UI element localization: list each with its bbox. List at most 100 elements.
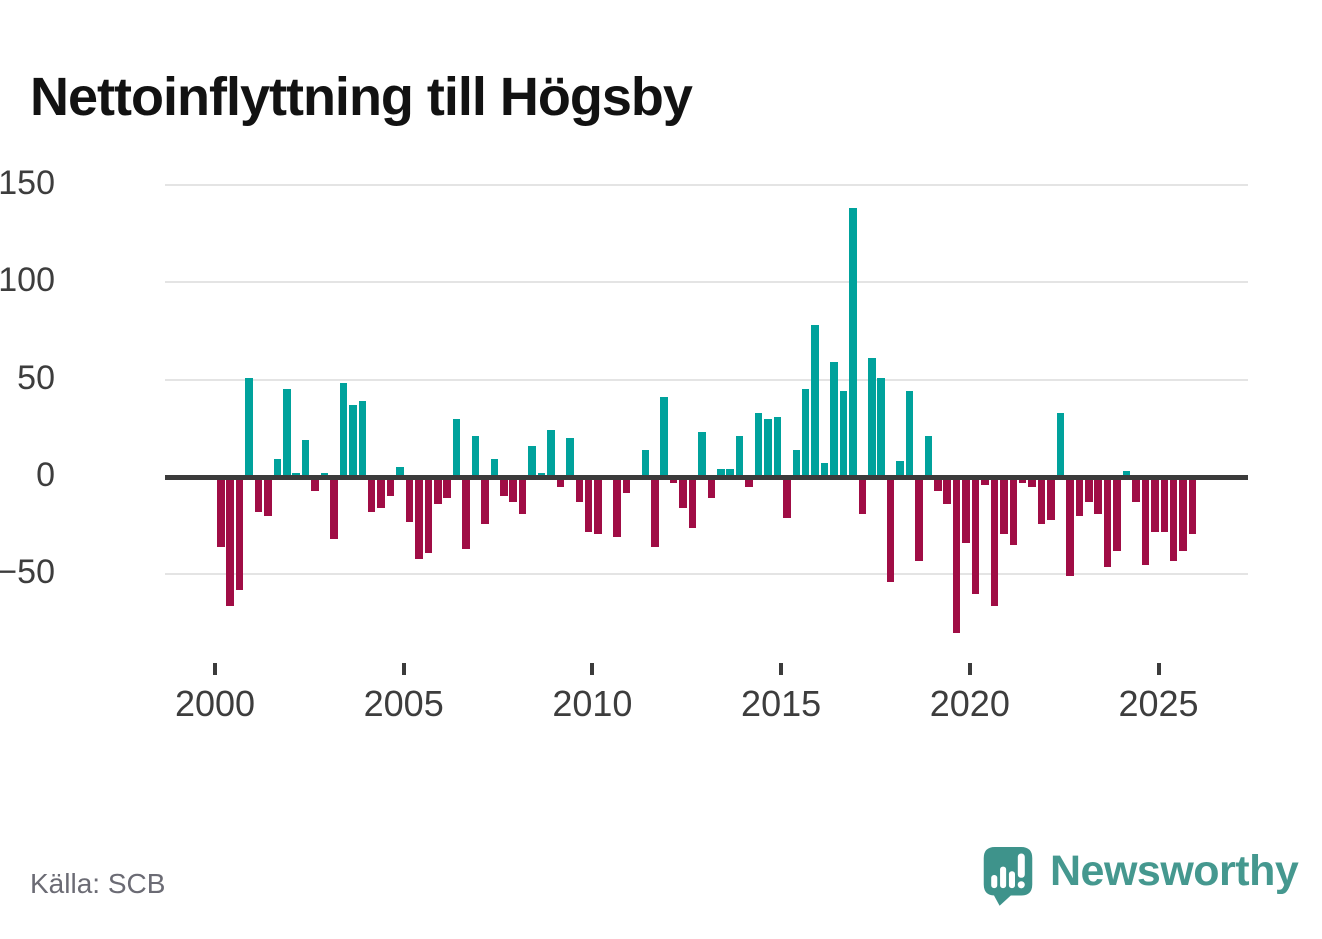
bar-2019-q1 — [934, 477, 942, 491]
bar-2001-q1 — [254, 477, 263, 513]
bar-2011-q4 — [660, 397, 668, 477]
bar-2013-q1 — [707, 477, 716, 499]
plot-area: 150 100 50 0 −50 2000 2005 2010 2015 2020 2025 — [0, 164, 1248, 724]
bar-2019-q3 — [952, 477, 961, 633]
bar-2016-q1 — [820, 463, 829, 477]
bar-2021-q2 — [1018, 477, 1027, 483]
bar-2000-q2 — [226, 477, 234, 606]
bar-2024-q3 — [1141, 477, 1150, 565]
bar-2001-q4 — [283, 389, 291, 477]
x-axis-label-2025: 2025 — [1118, 683, 1199, 724]
x-axis-label-2000: 2000 — [174, 683, 256, 724]
bar-2017-q2 — [868, 358, 876, 477]
bar-2021-q3 — [1028, 477, 1036, 487]
bar-2005-q1 — [405, 477, 414, 522]
bar-2013-q4 — [735, 436, 744, 477]
x-axis-tick-2005 — [401, 663, 406, 675]
bar-2014-q3 — [764, 418, 772, 477]
bar-2003-q3 — [349, 404, 357, 477]
bar-2024-q2 — [1132, 477, 1140, 503]
bar-2014-q4 — [773, 416, 782, 477]
bar-2009-q1 — [556, 477, 565, 487]
x-axis-label-2020: 2020 — [929, 683, 1010, 724]
bar-2000-q4 — [245, 377, 253, 477]
bar-2020-q4 — [1000, 477, 1008, 534]
bar-2000-q3 — [235, 477, 244, 591]
bar-2007-q2 — [490, 459, 499, 477]
bar-2018-q4 — [924, 436, 933, 477]
bar-2016-q2 — [830, 362, 838, 477]
bar-2020-q1 — [971, 477, 980, 594]
gridline-y-50 — [165, 378, 1248, 381]
bar-2013-q3 — [726, 469, 734, 477]
bar-2023-q2 — [1094, 477, 1102, 515]
bar-2004-q3 — [386, 477, 395, 497]
bar-2020-q3 — [990, 477, 999, 606]
bar-2006-q2 — [452, 418, 461, 477]
bar-2006-q3 — [462, 477, 470, 550]
bar-2006-q1 — [443, 477, 451, 499]
bar-2008-q4 — [547, 430, 555, 477]
bar-2025-q4 — [1188, 477, 1197, 534]
bar-2022-q4 — [1075, 477, 1084, 516]
gridline-y--50 — [165, 573, 1248, 576]
bar-2004-q4 — [396, 467, 404, 477]
x-axis-label-2005: 2005 — [363, 683, 444, 724]
bar-2018-q1 — [896, 461, 904, 477]
bar-2006-q4 — [471, 436, 480, 477]
bar-2016-q3 — [839, 391, 848, 477]
bar-2008-q2 — [528, 445, 536, 477]
x-axis-label-2010: 2010 — [552, 683, 633, 724]
bar-2003-q2 — [339, 383, 348, 477]
bar-2019-q2 — [943, 477, 951, 505]
bar-2002-q3 — [311, 477, 319, 491]
bar-2024-q1 — [1122, 471, 1131, 477]
bar-2023-q3 — [1103, 477, 1112, 567]
bar-2012-q2 — [679, 477, 687, 509]
bar-2018-q3 — [915, 477, 923, 561]
bar-2013-q2 — [717, 469, 725, 477]
gridline-y-100 — [165, 281, 1248, 284]
bar-2017-q3 — [877, 377, 885, 477]
bar-2009-q4 — [584, 477, 593, 532]
x-axis-tick-2000 — [213, 663, 217, 675]
bar-2012-q1 — [669, 477, 678, 483]
x-axis-tick-2020 — [967, 663, 972, 675]
bar-2012-q4 — [698, 432, 706, 477]
bar-2021-q4 — [1037, 477, 1046, 524]
bar-2001-q2 — [264, 477, 272, 516]
bar-2015-q2 — [792, 449, 801, 477]
bar-2004-q1 — [367, 477, 376, 513]
y-axis-label-50: 50 — [17, 358, 55, 397]
bar-2025-q2 — [1169, 477, 1178, 561]
bar-2009-q3 — [575, 477, 584, 503]
newsworthy-logo: Newsworthy — [980, 842, 1299, 908]
bar-2018-q2 — [905, 391, 914, 477]
bar-2010-q1 — [594, 477, 602, 534]
bar-2003-q1 — [330, 477, 338, 540]
x-axis-tick-2010 — [590, 663, 595, 675]
bar-2005-q3 — [424, 477, 433, 553]
chart-title: Nettoinflyttning till Högsby — [30, 67, 693, 128]
x-axis-tick-2015 — [779, 663, 784, 675]
bar-2017-q4 — [886, 477, 895, 583]
bar-2008-q1 — [518, 477, 527, 515]
bar-2005-q2 — [415, 477, 423, 559]
y-axis-label-100: 100 — [0, 261, 55, 300]
x-axis-label-2015: 2015 — [741, 683, 822, 724]
bar-2020-q2 — [981, 477, 989, 485]
gridline-y-150 — [165, 183, 1248, 186]
bar-2022-q1 — [1047, 477, 1055, 520]
bar-2016-q4 — [849, 208, 857, 477]
bar-2025-q3 — [1179, 477, 1187, 552]
bar-2015-q4 — [811, 324, 819, 477]
bar-2011-q3 — [651, 477, 659, 548]
bar-2019-q4 — [962, 477, 970, 544]
y-axis-label-150: 150 — [0, 163, 55, 202]
bar-2003-q4 — [358, 400, 367, 477]
bar-2017-q1 — [858, 477, 867, 515]
bar-2001-q3 — [273, 459, 282, 477]
bar-2010-q4 — [622, 477, 631, 493]
bar-2023-q4 — [1113, 477, 1121, 552]
bar-2015-q3 — [801, 389, 810, 477]
